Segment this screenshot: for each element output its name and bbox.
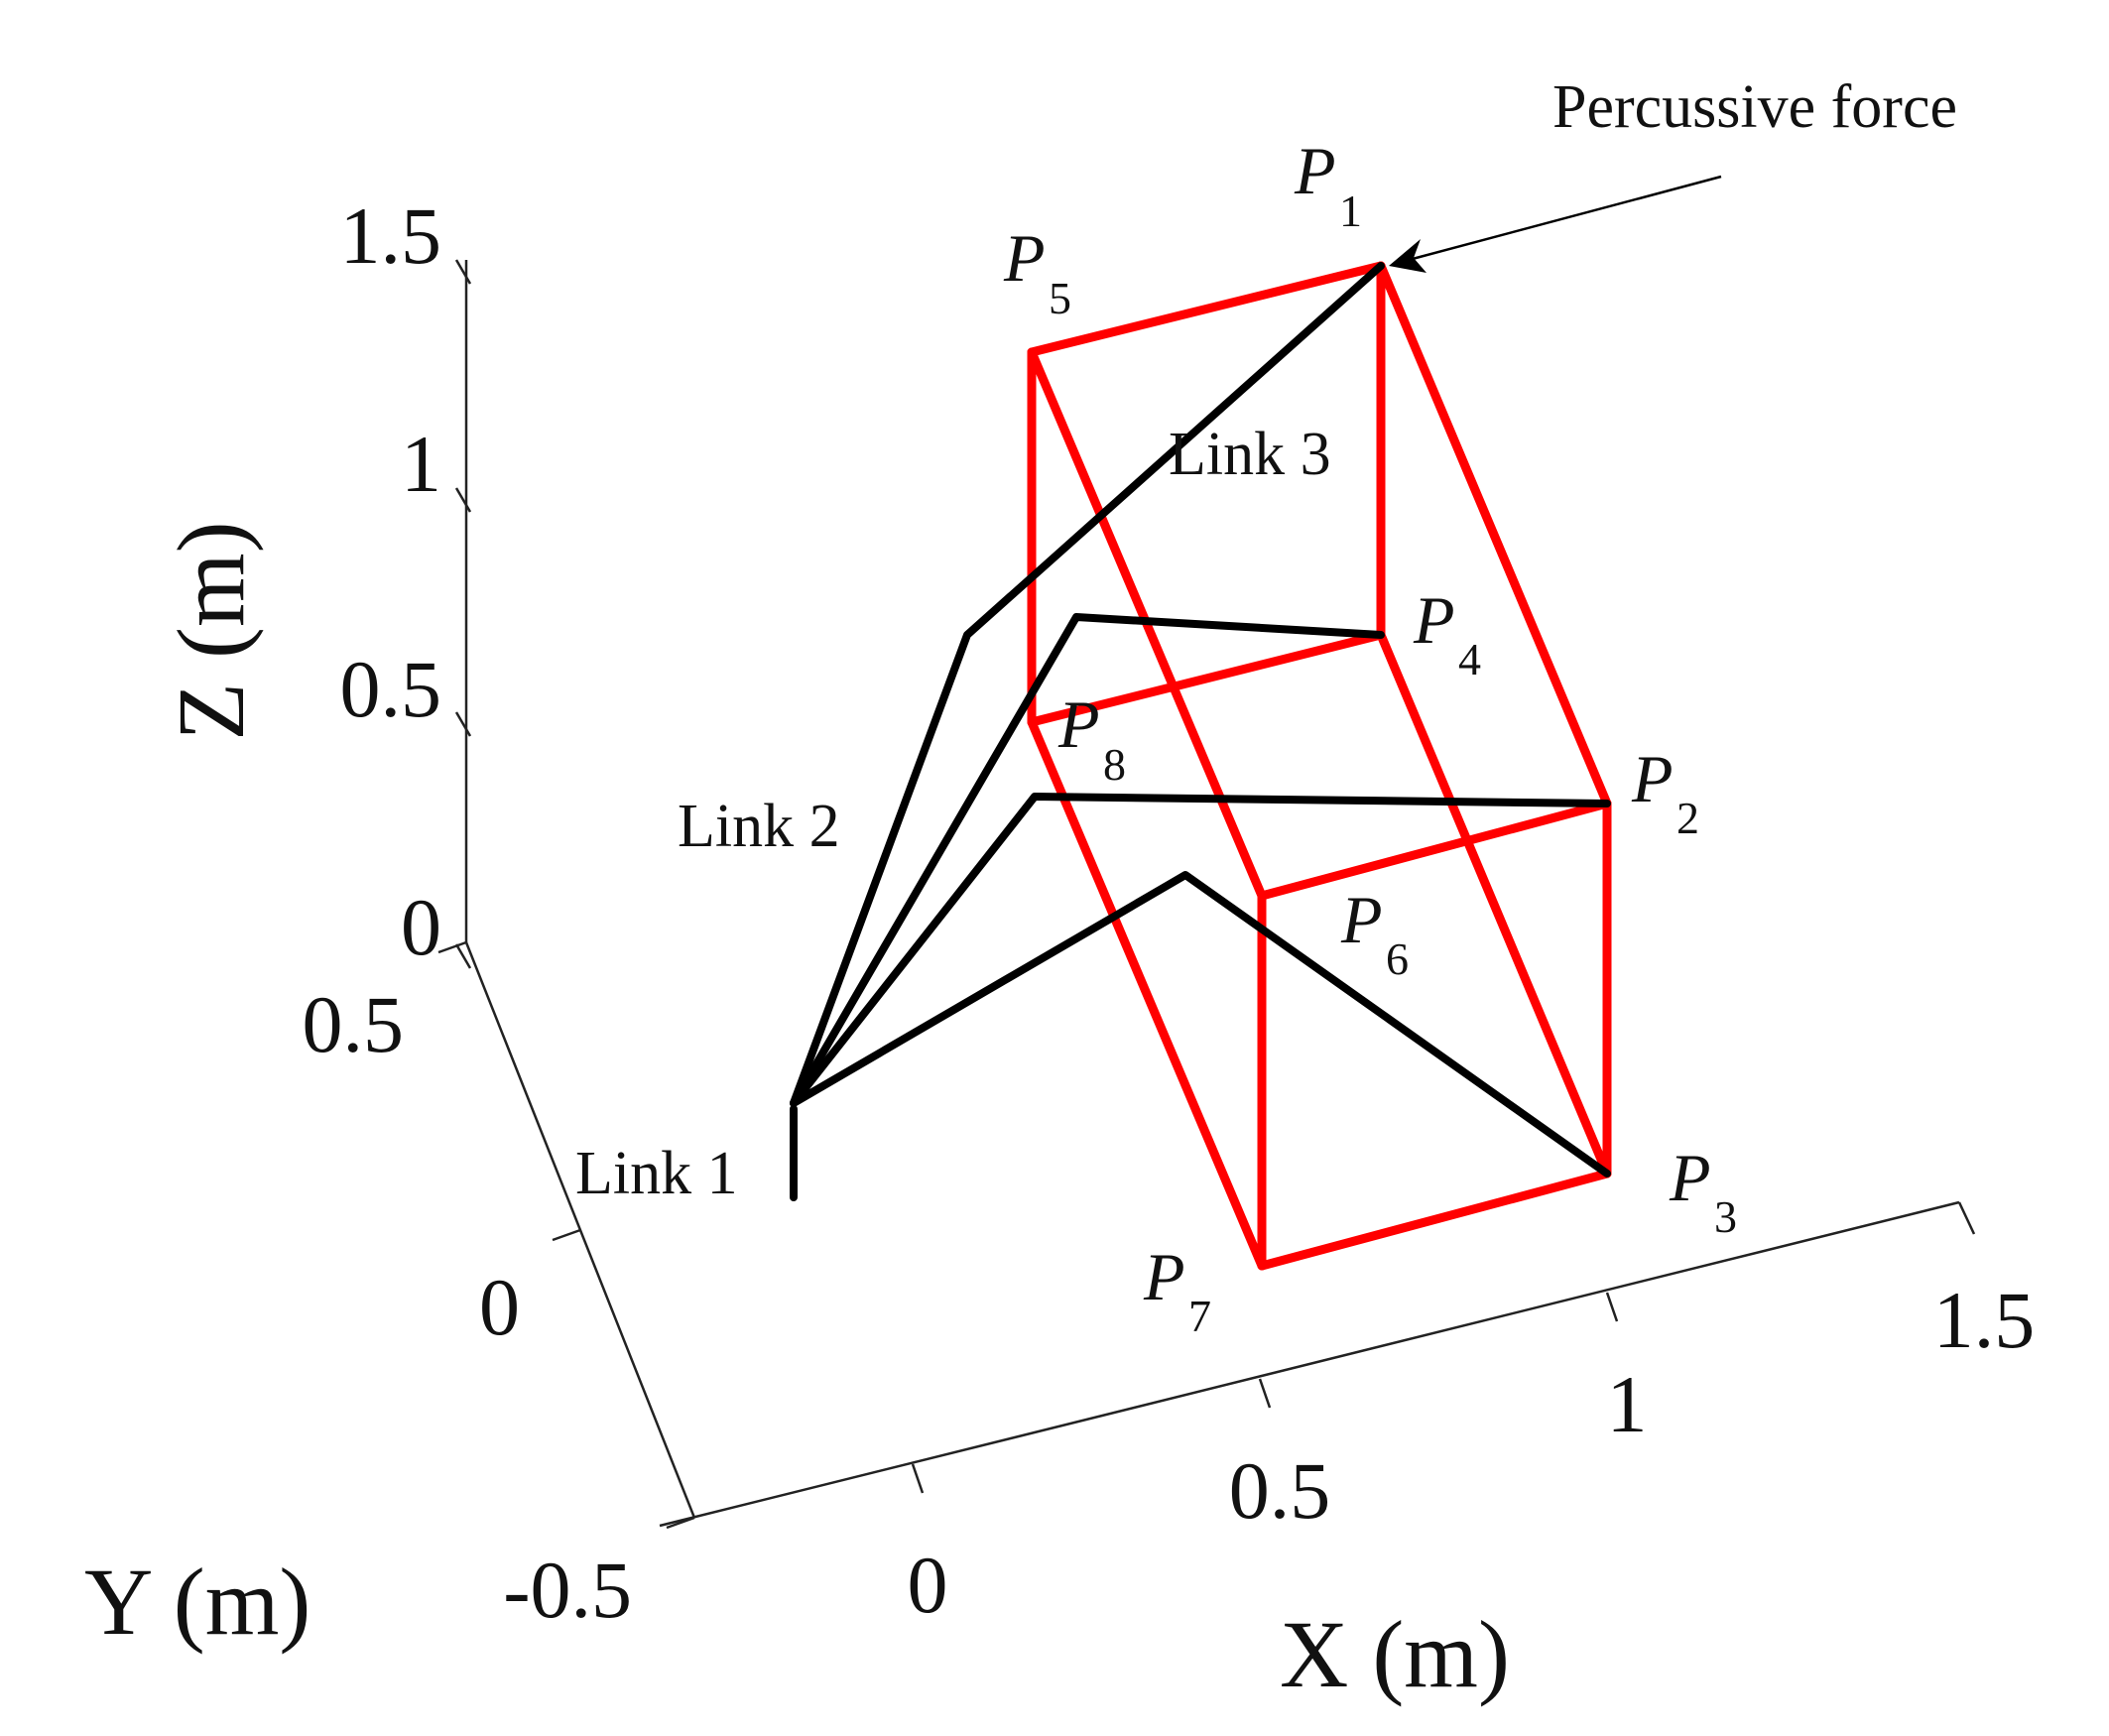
point-subscript: 4: [1458, 634, 1481, 684]
point-letter: P: [1631, 741, 1674, 816]
box-edge: [1376, 261, 1612, 808]
point-subscript: 1: [1339, 186, 1362, 236]
y-tick: [666, 1516, 695, 1530]
z-tick: [454, 259, 472, 285]
point-label-p8: P 8: [1057, 686, 1126, 790]
point-subscript: 2: [1676, 793, 1699, 843]
y-tick-label: 0: [479, 1262, 520, 1352]
point-subscript: 8: [1103, 739, 1126, 790]
point-label-p2: P 2: [1631, 741, 1699, 843]
box-edge: [1027, 717, 1267, 1271]
point-label-p1: P 1: [1294, 133, 1362, 236]
point-label-p3: P 3: [1669, 1140, 1737, 1242]
y-tick-label: 0.5: [303, 979, 405, 1069]
z-tick: [454, 943, 472, 969]
box-edge: [1027, 261, 1386, 357]
point-subscript: 3: [1714, 1191, 1737, 1242]
force-arrow-line: [1408, 175, 1722, 262]
x-tick: [1258, 1378, 1272, 1409]
workspace-box: [1027, 261, 1612, 1271]
x-axis-line: [659, 1200, 1960, 1528]
x-tick-label: 0: [908, 1540, 948, 1630]
point-letter: P: [1669, 1140, 1711, 1215]
point-letter: P: [1057, 686, 1100, 762]
x-tick: [911, 1463, 925, 1494]
z-tick: [454, 487, 472, 513]
point-subscript: 5: [1049, 273, 1071, 323]
z-tick: [454, 711, 472, 737]
z-tick-label: 0.5: [340, 644, 442, 734]
y-tick: [437, 940, 467, 954]
point-subscript: 6: [1386, 933, 1409, 984]
y-axis-label: Y (m): [84, 1549, 310, 1655]
percussive-force-arrow: Percussive force: [1389, 73, 1957, 273]
z-tick-labels: 1.5 1 0.5 0: [340, 190, 442, 972]
y-tick-labels: 0.5 0 -0.5: [303, 979, 633, 1635]
x-axis-end-tick: [1957, 1201, 1976, 1235]
x-tick-labels: 0 0.5 1 1.5: [908, 1275, 2036, 1630]
force-label: Percussive force: [1552, 73, 1957, 141]
box-edge: [1376, 630, 1612, 1178]
point-letter: P: [1003, 220, 1046, 296]
z-tick-label: 0: [401, 882, 441, 972]
point-letter: P: [1340, 882, 1383, 957]
x-tick-label: 0.5: [1229, 1445, 1331, 1536]
box-edge: [1027, 630, 1386, 727]
z-axis-label: Z (m): [158, 521, 264, 740]
point-label-p5: P 5: [1003, 220, 1071, 323]
x-tick: [1605, 1292, 1619, 1322]
x-tick-label: 1.5: [1933, 1275, 2036, 1365]
link-chain-to-p3: [790, 871, 1611, 1178]
link3-label: Link 3: [1169, 421, 1331, 488]
link1-label: Link 1: [575, 1140, 738, 1207]
y-tick-label: -0.5: [503, 1545, 632, 1635]
point-letter: P: [1143, 1239, 1185, 1314]
point-letter: P: [1294, 133, 1336, 208]
y-tick: [552, 1228, 581, 1242]
point-label-p4: P 4: [1413, 582, 1481, 684]
point-label-p6: P 6: [1340, 882, 1409, 984]
link-chain-to-p2: [790, 793, 1611, 1107]
z-tick-label: 1: [401, 419, 441, 509]
robot-links: [790, 262, 1611, 1201]
link2-label: Link 2: [678, 793, 840, 860]
link-chain-to-p4: [790, 613, 1385, 1107]
point-letter: P: [1413, 582, 1455, 658]
force-arrow-head: [1389, 239, 1427, 273]
x-tick-label: 1: [1607, 1359, 1648, 1449]
z-tick-label: 1.5: [340, 190, 442, 281]
box-edge: [1257, 1169, 1612, 1271]
point-subscript: 7: [1188, 1291, 1211, 1341]
link-chain-to-p1: [790, 262, 1385, 1107]
axes-frame: [437, 259, 1976, 1530]
x-axis-label: X (m): [1280, 1601, 1510, 1707]
box-edge: [1257, 799, 1612, 901]
point-label-p7: P 7: [1143, 1239, 1211, 1341]
